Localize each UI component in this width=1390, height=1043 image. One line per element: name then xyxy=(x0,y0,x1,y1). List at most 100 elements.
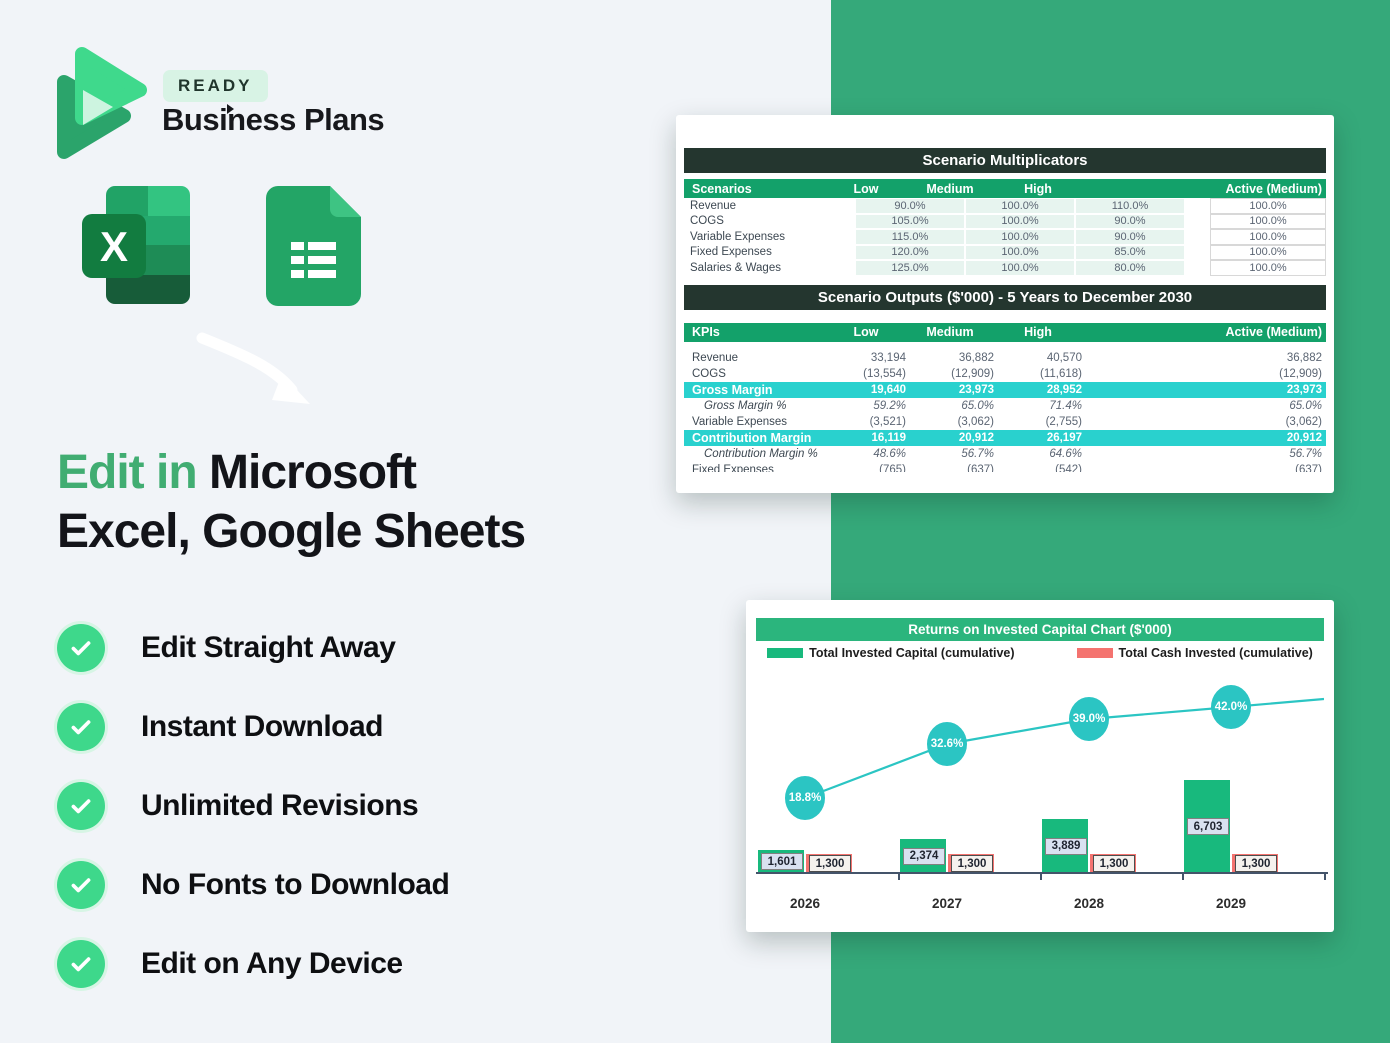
medium-cell: 100.0% xyxy=(965,229,1075,245)
feature-item: Edit Straight Away xyxy=(57,624,449,672)
roic-percentage-bubble: 42.0% xyxy=(1211,685,1251,729)
spacer xyxy=(1185,260,1210,276)
column-header: Low xyxy=(853,325,879,339)
chart-legend: Total Invested Capital (cumulative) Tota… xyxy=(756,646,1324,660)
column-header: Active (Medium) xyxy=(1225,325,1322,339)
low-cell: 90.0% xyxy=(855,198,965,214)
kpi-rows: Revenue 33,194 36,882 40,570 36,882 COGS (13,5… xyxy=(684,350,1326,472)
kpi-column-header-row: KPIs Low Medium High Active (Medium) xyxy=(684,322,1326,342)
spacer xyxy=(1185,198,1210,214)
kpi-value: 56.7% xyxy=(1289,447,1322,460)
kpi-value: 20,912 xyxy=(1286,431,1322,444)
curved-arrow-icon xyxy=(192,328,327,418)
kpi-value: (542) xyxy=(1055,463,1082,472)
column-header: Scenarios xyxy=(692,181,752,196)
column-header: Medium xyxy=(926,181,974,196)
year-label: 2029 xyxy=(1215,896,1247,911)
legend-swatch-green xyxy=(767,648,804,658)
multiplicator-column-header-row: Scenarios Low Medium High Active (Medium… xyxy=(684,179,1326,198)
kpi-value: 20,912 xyxy=(958,431,994,444)
column-header: High xyxy=(1024,325,1052,339)
active-input-cell[interactable]: 100.0% xyxy=(1210,229,1326,245)
kpi-label: Fixed Expenses xyxy=(692,463,774,472)
kpi-value: 19,640 xyxy=(870,383,906,396)
kpi-label: COGS xyxy=(692,367,726,380)
kpi-value: 33,194 xyxy=(870,351,906,364)
spacer xyxy=(1185,214,1210,230)
kpi-label: Gross Margin % xyxy=(704,399,787,412)
page-title: Edit in Microsoft Excel, Google Sheets xyxy=(57,443,717,561)
medium-cell: 100.0% xyxy=(965,260,1075,276)
high-cell: 90.0% xyxy=(1075,229,1185,245)
kpi-label: Gross Margin xyxy=(692,382,773,397)
column-header: Low xyxy=(853,181,879,196)
excel-icon: X xyxy=(82,186,192,311)
roic-percentage-bubble: 18.8% xyxy=(785,776,825,820)
spreadsheet-card: Scenario Multiplicators Scenarios Low Me… xyxy=(676,115,1334,493)
kpi-label: Variable Expenses xyxy=(692,415,788,428)
kpi-row: Contribution Margin % 48.6% 56.7% 64.6% 56.7… xyxy=(684,446,1326,462)
ready-badge: READY xyxy=(163,70,268,102)
feature-label: Edit on Any Device xyxy=(141,947,403,980)
headline-accent: Edit in xyxy=(57,446,198,499)
medium-cell: 100.0% xyxy=(965,198,1075,214)
kpi-value: (11,618) xyxy=(1040,367,1082,380)
feature-label: No Fonts to Download xyxy=(141,868,450,901)
scenario-label: Fixed Expenses xyxy=(690,246,772,259)
check-icon xyxy=(57,624,105,672)
low-cell: 105.0% xyxy=(855,213,965,229)
kpi-row: Gross Margin % 59.2% 65.0% 71.4% 65.0% xyxy=(684,398,1326,414)
brand-logo-icon xyxy=(56,46,148,164)
kpi-value: (3,521) xyxy=(869,415,906,428)
check-icon xyxy=(57,782,105,830)
kpi-value: 48.6% xyxy=(873,447,906,460)
feature-label: Edit Straight Away xyxy=(141,631,396,664)
spacer xyxy=(1185,229,1210,245)
kpi-value: 16,119 xyxy=(871,431,906,444)
kpi-value: (637) xyxy=(967,463,994,472)
low-cell: 115.0% xyxy=(855,229,965,245)
feature-label: Unlimited Revisions xyxy=(141,789,419,822)
legend-label: Total Invested Capital (cumulative) xyxy=(809,646,1015,660)
kpi-value: 56.7% xyxy=(961,447,994,460)
kpi-value: 71.4% xyxy=(1049,399,1082,412)
feature-item: Edit on Any Device xyxy=(57,940,449,988)
high-cell: 90.0% xyxy=(1075,213,1185,229)
kpi-value: (637) xyxy=(1295,463,1322,472)
axis-tick xyxy=(898,874,900,880)
bar-value-label: 3,889 xyxy=(1045,837,1087,855)
high-cell: 80.0% xyxy=(1075,260,1185,276)
active-input-cell[interactable]: 100.0% xyxy=(1210,198,1326,214)
kpi-value: (12,909) xyxy=(1279,367,1322,380)
legend-label: Total Cash Invested (cumulative) xyxy=(1118,646,1313,660)
scenario-row: Fixed Expenses 120.0% 100.0% 85.0% 100.0% xyxy=(684,244,1326,260)
bar-value-label: 1,300 xyxy=(1235,855,1277,872)
active-input-cell[interactable]: 100.0% xyxy=(1210,260,1326,276)
axis-tick xyxy=(1182,874,1184,880)
active-input-cell[interactable]: 100.0% xyxy=(1210,213,1326,229)
kpi-row: Gross Margin 19,640 23,973 28,952 23,973 xyxy=(684,381,1326,398)
kpi-label: Revenue xyxy=(692,351,739,364)
feature-item: Instant Download xyxy=(57,703,449,751)
brand-i-triangle-icon xyxy=(227,104,234,114)
kpi-row: Contribution Margin 16,119 20,912 26,197 20,… xyxy=(684,429,1326,446)
kpi-value: 23,973 xyxy=(1286,383,1322,396)
section-header-multiplicators: Scenario Multiplicators xyxy=(684,148,1326,173)
active-input-cell[interactable]: 100.0% xyxy=(1210,244,1326,260)
feature-item: No Fonts to Download xyxy=(57,861,450,909)
roic-percentage-bubble: 32.6% xyxy=(927,722,967,766)
year-label: 2026 xyxy=(789,896,821,911)
kpi-value: 23,973 xyxy=(958,383,994,396)
scenario-row: COGS 105.0% 100.0% 90.0% 100.0% xyxy=(684,213,1326,230)
scenario-label: Variable Expenses xyxy=(690,230,786,243)
scenario-row: Salaries & Wages 125.0% 100.0% 80.0% 100.0% xyxy=(684,260,1326,276)
kpi-value: 64.6% xyxy=(1049,447,1082,460)
medium-cell: 100.0% xyxy=(965,244,1075,260)
kpi-value: (3,062) xyxy=(957,415,994,428)
high-cell: 110.0% xyxy=(1075,198,1185,214)
chart-title: Returns on Invested Capital Chart ($'000… xyxy=(756,618,1324,641)
chart-card: Returns on Invested Capital Chart ($'000… xyxy=(746,600,1334,932)
kpi-label: Contribution Margin % xyxy=(704,447,818,460)
brand-name: Business Plans xyxy=(162,102,385,137)
kpi-label: Contribution Margin xyxy=(692,430,812,445)
